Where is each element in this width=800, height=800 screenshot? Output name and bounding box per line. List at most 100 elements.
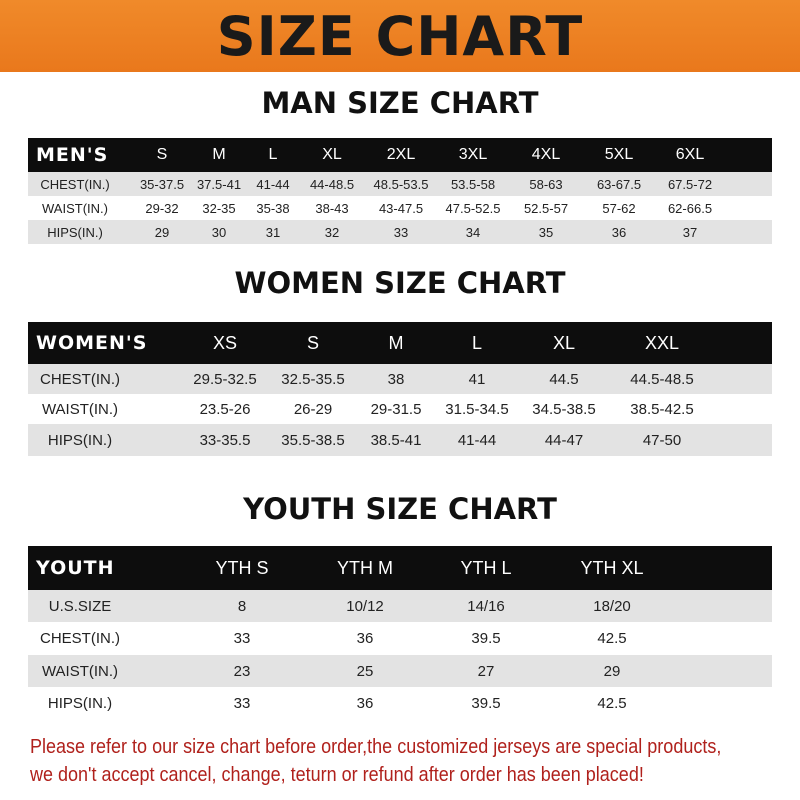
youth-header-label: YOUTH: [36, 557, 115, 579]
table-cell: 42.5: [597, 694, 627, 712]
table-row: CHEST(IN.) 29.5-32.5 32.5-35.5 38 41 44.5 44.5…: [28, 364, 772, 394]
table-cell: 37.5-41: [196, 176, 242, 192]
table-cell: 39.5: [471, 694, 501, 712]
row-label: WAIST(IN.): [41, 662, 119, 680]
table-cell: 29: [603, 662, 621, 680]
table-cell: 26-29: [293, 400, 333, 418]
table-cell: 33: [393, 224, 409, 240]
table-cell: 41-44: [256, 176, 290, 192]
table-cell: 41: [468, 370, 486, 388]
size-header: L: [471, 332, 483, 353]
table-row: CHEST(IN.) 35-37.5 37.5-41 41-44 44-48.5 48.5…: [28, 172, 772, 196]
table-cell: 31: [265, 224, 281, 240]
table-cell: 10/12: [346, 597, 384, 615]
table-cell: 23: [233, 662, 251, 680]
table-cell: 47.5-52.5: [445, 200, 501, 216]
table-cell: 8: [237, 597, 247, 615]
policy-note-line-2: we don't accept cancel, change, teturn o…: [30, 764, 644, 786]
table-cell: 44.5: [549, 370, 579, 388]
table-cell: 36: [611, 224, 627, 240]
banner-title: SIZE CHART: [216, 4, 584, 68]
size-header: 5XL: [604, 146, 634, 163]
table-cell: 53.5-58: [450, 176, 496, 192]
row-label: CHEST(IN.): [40, 630, 120, 647]
table-cell: 38.5-41: [370, 431, 422, 449]
table-cell: 33: [233, 630, 251, 647]
size-header: YTH S: [215, 557, 269, 578]
table-cell: 29.5-32.5: [193, 370, 257, 388]
table-cell: 38-43: [315, 200, 349, 216]
size-header: S: [306, 332, 320, 353]
table-cell: 35-38: [256, 200, 290, 216]
table-cell: 18/20: [593, 597, 631, 615]
table-cell: 37: [682, 224, 698, 240]
table-cell: 42.5: [597, 630, 627, 647]
women-size-table: WOMEN'S XS S M L XL XXL CHEST(IN.) 29.5-32.5 32.5…: [28, 322, 772, 456]
youth-size-table: YOUTH YTH S YTH M YTH L YTH XL U.S.SIZE 8 10/12…: [28, 546, 772, 719]
table-cell: 48.5-53.5: [373, 176, 429, 192]
size-header: XXL: [644, 332, 680, 353]
table-cell: 52.5-57: [523, 200, 569, 216]
table-cell: 44-48.5: [309, 176, 355, 192]
table-cell: 32: [324, 224, 340, 240]
table-row: WAIST(IN.) 23.5-26 26-29 29-31.5 31.5-34.5 34…: [28, 394, 772, 424]
table-cell: 62-66.5: [667, 200, 713, 216]
size-header: YTH L: [460, 557, 512, 578]
table-cell: 29-31.5: [370, 400, 422, 418]
table-cell: 14/16: [467, 597, 505, 615]
size-header: L: [268, 146, 278, 163]
table-cell: 47-50: [642, 431, 682, 449]
table-cell: 34: [465, 224, 481, 240]
row-label: U.S.SIZE: [48, 597, 112, 615]
women-title: WOMEN SIZE CHART: [234, 266, 566, 300]
table-row: WAIST(IN.) 29-32 32-35 35-38 38-43 43-47.5 47.…: [28, 196, 772, 220]
men-header-row: MEN'S S M L XL 2XL 3XL 4XL 5XL 6XL: [28, 138, 772, 172]
size-header: 6XL: [675, 146, 705, 163]
table-cell: 58-63: [529, 176, 563, 192]
table-cell: 43-47.5: [378, 200, 424, 216]
table-cell: 29-32: [145, 200, 179, 216]
row-label: HIPS(IN.): [47, 431, 113, 449]
banner: SIZE CHART: [0, 0, 800, 72]
policy-note-line-1: Please refer to our size chart before or…: [30, 736, 722, 758]
table-cell: 41-44: [457, 431, 497, 449]
row-label: HIPS(IN.): [47, 224, 103, 240]
table-cell: 36: [356, 694, 374, 712]
table-row: U.S.SIZE 8 10/12 14/16 18/20: [28, 590, 772, 622]
table-row: CHEST(IN.) 33 36 39.5 42.5: [28, 622, 772, 655]
row-label: CHEST(IN.): [40, 370, 120, 388]
size-header: 3XL: [458, 146, 488, 163]
table-cell: 57-62: [602, 200, 636, 216]
table-cell: 27: [477, 662, 495, 680]
table-cell: 44-47: [544, 431, 584, 449]
youth-header-row: YOUTH YTH S YTH M YTH L YTH XL: [28, 546, 772, 590]
row-label: CHEST(IN.): [40, 176, 110, 192]
youth-title: YOUTH SIZE CHART: [243, 492, 557, 526]
table-cell: 35.5-38.5: [281, 431, 345, 449]
table-cell: 31.5-34.5: [445, 400, 509, 418]
size-header: M: [388, 332, 404, 353]
table-cell: 44.5-48.5: [630, 370, 694, 388]
table-cell: 32.5-35.5: [281, 370, 345, 388]
size-header: S: [156, 146, 168, 163]
table-row: HIPS(IN.) 33 36 39.5 42.5: [28, 687, 772, 719]
table-cell: 35: [538, 224, 554, 240]
size-header: M: [212, 146, 226, 163]
table-row: HIPS(IN.) 29 30 31 32 33 34 35 36 37: [28, 220, 772, 244]
table-cell: 34.5-38.5: [532, 400, 596, 418]
men-header-label: MEN'S: [36, 144, 109, 166]
table-cell: 67.5-72: [667, 176, 713, 192]
men-size-table: MEN'S S M L XL 2XL 3XL 4XL 5XL 6XL CHEST(IN.) 35-37…: [28, 138, 772, 244]
table-cell: 25: [356, 662, 374, 680]
men-title: MAN SIZE CHART: [261, 86, 539, 120]
table-cell: 38.5-42.5: [630, 400, 694, 418]
table-cell: 35-37.5: [139, 176, 185, 192]
table-cell: 36: [356, 630, 374, 647]
size-header: 2XL: [386, 146, 416, 163]
women-header-row: WOMEN'S XS S M L XL XXL: [28, 322, 772, 364]
table-cell: 23.5-26: [199, 400, 251, 418]
size-header: 4XL: [531, 146, 561, 163]
row-label: WAIST(IN.): [42, 200, 108, 216]
table-cell: 30: [211, 224, 227, 240]
table-row: HIPS(IN.) 33-35.5 35.5-38.5 38.5-41 41-44 44-…: [28, 424, 772, 456]
